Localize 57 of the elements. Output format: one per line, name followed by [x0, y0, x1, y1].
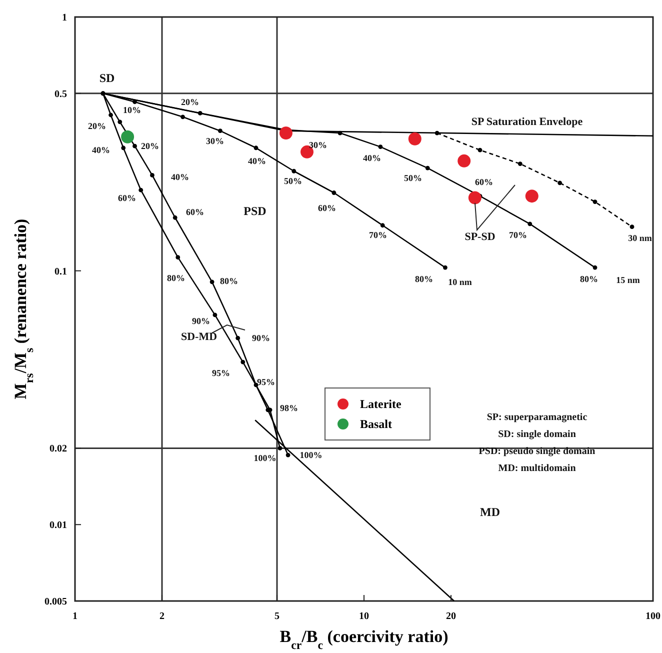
annotation: 80% — [167, 273, 185, 283]
x-tick-label: 5 — [274, 611, 280, 622]
x-tick-label: 20 — [446, 611, 456, 622]
annotation: MD — [480, 505, 500, 519]
x-tick-label: 10 — [359, 611, 369, 622]
annotation: 15 nm — [616, 275, 640, 285]
annotation: 100% — [254, 453, 276, 463]
annotation: 50% — [404, 173, 422, 183]
legend-label: Laterite — [360, 397, 402, 411]
annotation: 95% — [212, 368, 230, 378]
annotation: 98% — [280, 403, 298, 413]
annotation: 60% — [475, 177, 493, 187]
annotation: 40% — [363, 153, 381, 163]
x-tick-label: 1 — [72, 611, 78, 622]
annotation: MD: multidomain — [498, 463, 576, 474]
annotation: SP-SD — [464, 231, 496, 243]
annotation: 90% — [252, 333, 270, 343]
annotation: 40% — [248, 156, 266, 166]
annotation: SP Saturation Envelope — [471, 116, 583, 128]
annotation: 50% — [284, 176, 302, 186]
annotation: 60% — [118, 193, 136, 203]
annotation: 30 nm — [628, 233, 652, 243]
annotation: 10% — [123, 105, 141, 115]
annotation: 70% — [509, 230, 527, 240]
annotation: 60% — [186, 207, 204, 217]
annotation: 40% — [171, 172, 189, 182]
annotation: 20% — [88, 121, 106, 131]
annotation: 90% — [192, 316, 210, 326]
annotation: 100% — [300, 450, 322, 460]
annotation: 10 nm — [448, 277, 472, 287]
annotation: PSD — [244, 204, 267, 218]
y-tick-label: 0.5 — [54, 88, 67, 100]
annotation: 30% — [206, 136, 224, 146]
annotation: 20% — [181, 97, 199, 107]
annotation: 70% — [369, 230, 387, 240]
y-tick-label: 0.1 — [54, 266, 67, 278]
legend-label: Basalt — [360, 417, 392, 431]
y-tick-label: 0.02 — [50, 444, 67, 455]
annotation: SP: superparamagnetic — [486, 412, 588, 423]
annotation: 95% — [257, 377, 275, 387]
y-tick-label: 1 — [62, 12, 67, 24]
annotation: 20% — [141, 141, 159, 151]
y-tick-label: 0.01 — [50, 520, 67, 532]
annotation: 40% — [92, 145, 110, 155]
annotation: 30% — [309, 140, 327, 150]
annotation: 60% — [318, 203, 336, 213]
annotation: SD-MD — [180, 331, 218, 343]
x-tick-label: 2 — [160, 611, 164, 622]
x-axis-title: B$_{cr}$/B$_{c}$ (coercivity ratio) — [280, 627, 448, 652]
annotation: SD: single domain — [498, 429, 576, 440]
annotation: 80% — [220, 276, 238, 286]
annotation: 80% — [580, 274, 598, 284]
annotation: SD — [99, 71, 115, 85]
annotation: 80% — [415, 274, 433, 284]
y-tick-label: 0.005 — [44, 596, 67, 608]
annotation: PSD: pseudo single domain — [478, 446, 596, 457]
x-tick-label: 100 — [646, 611, 660, 622]
